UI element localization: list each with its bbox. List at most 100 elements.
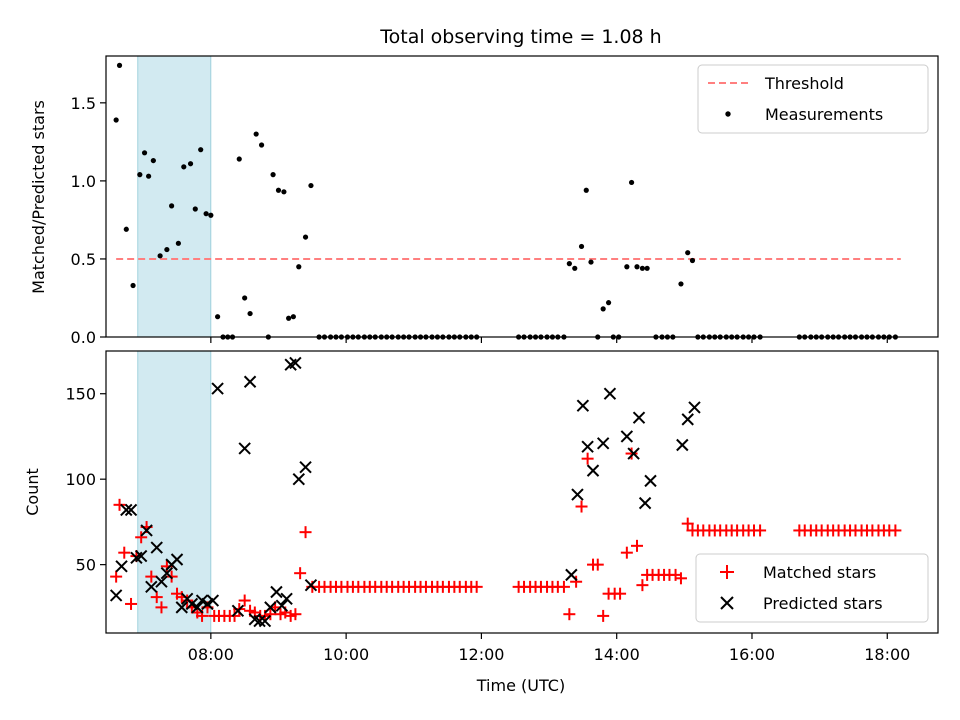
matched-star-point [228,609,241,622]
ratio-y-ticks: 0.0 0.5 1.0 1.5 [71,94,106,347]
matched-star-point [597,609,610,622]
predicted-star-point [676,438,689,452]
matched-star-point [557,580,570,593]
predicted-star-point [681,413,694,426]
counts-x-ticks: 08:00 10:00 12:00 14:00 16:00 18:00 [188,633,910,664]
matched-star-point [889,524,902,537]
ratio-x-ticks [210,337,888,343]
measurement-point [208,212,214,218]
threshold-legend-label: Threshold [764,74,844,93]
predicted-star-point [289,356,302,370]
matched-star-point [636,579,649,592]
predicted-star-point [586,464,600,477]
matched-star-point [674,572,687,585]
y-tick-label: 50 [76,556,96,575]
predicted-star-point [304,578,318,592]
measurement-point [624,264,630,270]
predicted-star-point [253,614,266,628]
matched-star-point [110,570,123,583]
predicted-star-point [627,447,640,460]
matched-star-point [299,526,312,539]
measurement-point [685,250,691,256]
y-tick-label: 100 [65,470,96,489]
predicted-star-point [258,614,272,628]
measurement-point [181,164,187,170]
predicted-legend-label: Predicted stars [763,594,883,613]
predicted-star-point [124,503,138,517]
measurement-point [639,265,646,271]
measurement-point [302,234,309,240]
predicted-legend-swatch [720,596,734,610]
measurements-legend-swatch [725,111,731,117]
matched-star-point [264,608,277,621]
measurement-point [678,281,684,287]
matched-star-point [614,587,627,600]
measurement-point [644,265,650,271]
measurement-point [141,150,148,156]
predicted-star-point [185,597,199,611]
predicted-star-point [644,474,657,488]
counts-y-axis-label: Count [23,468,42,516]
matched-star-point [155,601,168,614]
matched-star-point [150,591,163,604]
predicted-star-point [201,597,214,611]
measurement-point [187,161,194,167]
predicted-star-point [688,401,701,414]
measurement-point [572,265,578,271]
predicted-star-point [603,387,617,400]
predicted-star-point [620,430,634,443]
measurement-point [169,203,175,209]
measurement-point [275,187,282,193]
measurement-point [203,211,209,217]
measurement-point [588,259,594,265]
measurement-point [281,189,287,195]
y-tick-label: 0.0 [71,328,96,347]
measurement-point [123,226,129,232]
measurement-point [215,314,221,320]
predicted-star-point [275,599,289,612]
matched-star-point [570,575,583,588]
ratio-legend-box [697,64,929,134]
measurement-point [605,300,612,306]
measurement-point [198,147,204,153]
predicted-star-point [191,601,204,614]
x-tick-label: 10:00 [323,645,369,664]
measurement-point [175,240,181,246]
matched-star-point [145,570,158,583]
predicted-star-point [170,553,184,566]
x-tick-label: 08:00 [188,645,234,664]
predicted-star-point [134,549,148,563]
predicted-star-point [115,560,128,573]
predicted-star-point [211,382,224,395]
matched-star-point [625,447,638,460]
measurement-point [253,131,259,137]
measurements-legend-label: Measurements [765,105,883,124]
measurement-point [146,173,152,179]
measurement-point [290,314,296,320]
y-tick-label: 0.5 [71,250,96,269]
matched-star-point [238,594,251,607]
x-tick-label: 16:00 [729,645,775,664]
matched-star-point [113,498,126,511]
counts-legend: Matched stars Predicted stars [695,553,929,623]
measurement-point [308,182,314,189]
ratio-y-axis-label: Matched/Predicted stars [29,100,48,294]
predicted-star-point [581,440,594,453]
y-tick-label: 1.0 [71,172,96,191]
y-tick-label: 1.5 [71,94,96,113]
measurement-point [583,187,589,193]
matched-star-point [630,539,643,552]
ratio-plot-frame [105,55,939,338]
predicted-stars-points [109,356,701,628]
predicted-star-point [155,575,168,588]
measurement-point [566,261,572,267]
ratio-legend: Threshold Measurements [697,64,929,134]
measurement-point [116,62,123,68]
x-tick-label: 14:00 [594,645,640,664]
measurement-point [689,257,696,264]
x-axis-label: Time (UTC) [476,676,565,695]
measurement-point [236,156,242,162]
measurement-point [296,264,302,270]
